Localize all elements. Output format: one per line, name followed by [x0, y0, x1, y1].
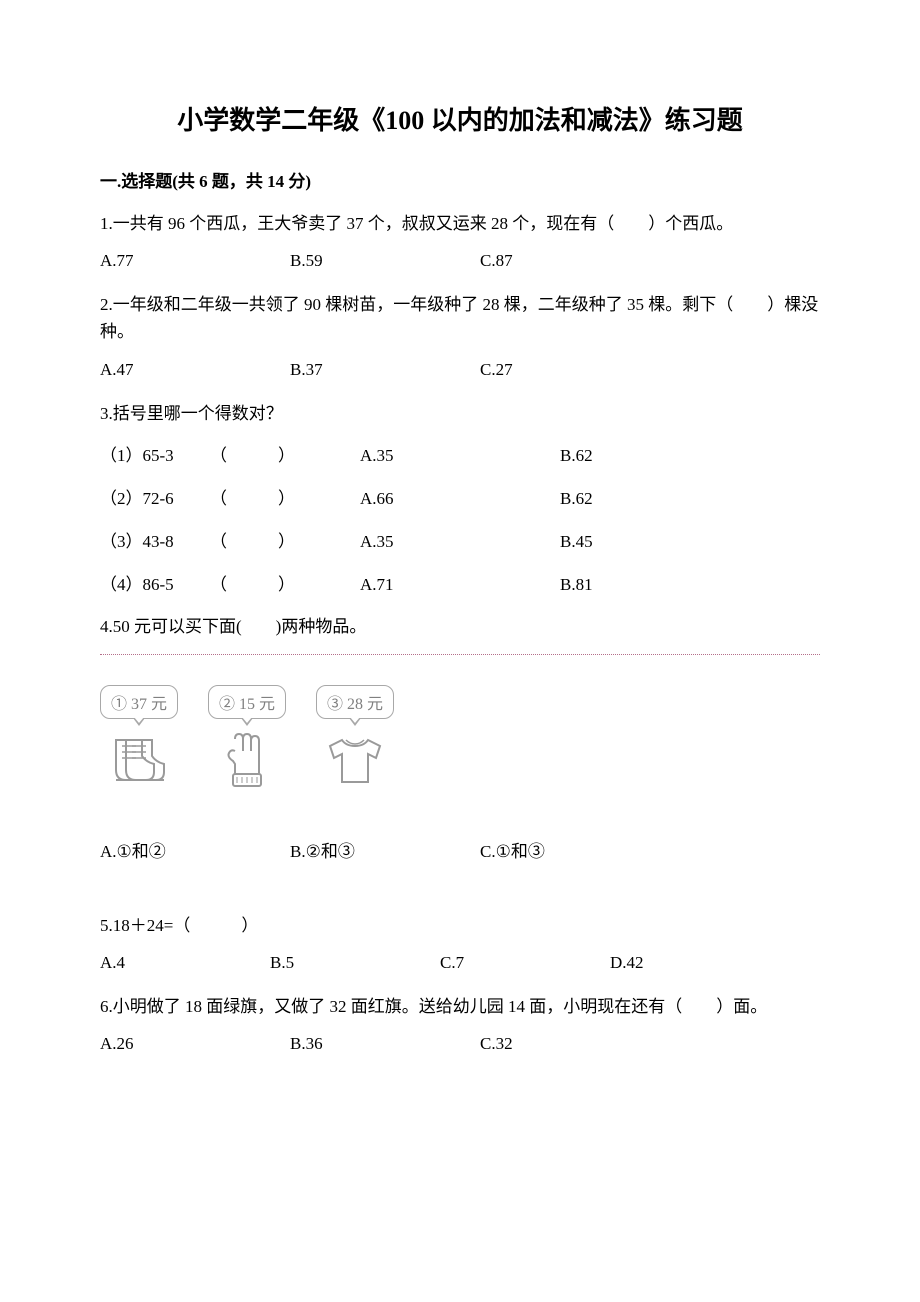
q3-1-label: （1）65-3 [100, 441, 210, 466]
q3-1-a: A.35 [360, 446, 560, 466]
q3-4-a: A.71 [360, 575, 560, 595]
worksheet-page: 小学数学二年级《100 以内的加法和减法》练习题 一.选择题(共 6 题，共 1… [0, 0, 920, 1134]
q3-3-paren: （ ） [210, 527, 360, 552]
q6-option-a: A.26 [100, 1034, 290, 1054]
q4-items: ① 37 元 ② 15 元 [100, 685, 820, 797]
tshirt-icon [320, 727, 390, 797]
q4-item-2: ② 15 元 [208, 685, 286, 797]
q1-option-a: A.77 [100, 251, 290, 271]
q2-option-b: B.37 [290, 360, 480, 380]
question-3: 3.括号里哪一个得数对？ [100, 400, 820, 427]
q3-1-paren: （ ） [210, 441, 360, 466]
question-6-options: A.26 B.36 C.32 [100, 1034, 820, 1054]
q1-option-b: B.59 [290, 251, 480, 271]
q3-4-b: B.81 [560, 575, 680, 595]
question-6: 6.小明做了 18 面绿旗，又做了 32 面红旗。送给幼儿园 14 面，小明现在… [100, 993, 820, 1020]
q2-option-a: A.47 [100, 360, 290, 380]
q4-item-3-price: ③ 28 元 [316, 685, 394, 719]
q3-2-b: B.62 [560, 489, 680, 509]
q4-option-a: A.①和② [100, 837, 290, 862]
q3-3-a: A.35 [360, 532, 560, 552]
q4-option-c: C.①和③ [480, 837, 670, 862]
q4-option-b: B.②和③ [290, 837, 480, 862]
q3-4-paren: （ ） [210, 570, 360, 595]
q3-1-b: B.62 [560, 446, 680, 466]
q3-2-label: （2）72-6 [100, 484, 210, 509]
q4-item-1: ① 37 元 [100, 685, 178, 797]
q3-row-1: （1）65-3 （ ） A.35 B.62 [100, 441, 820, 466]
question-5-options: A.4 B.5 C.7 D.42 [100, 953, 820, 973]
q5-option-c: C.7 [440, 953, 610, 973]
q3-2-paren: （ ） [210, 484, 360, 509]
q5-option-a: A.4 [100, 953, 270, 973]
question-2-options: A.47 B.37 C.27 [100, 360, 820, 380]
gloves-icon [212, 727, 282, 797]
q6-option-c: C.32 [480, 1034, 670, 1054]
q2-option-c: C.27 [480, 360, 670, 380]
page-title: 小学数学二年级《100 以内的加法和减法》练习题 [100, 100, 820, 137]
q3-row-2: （2）72-6 （ ） A.66 B.62 [100, 484, 820, 509]
q3-3-b: B.45 [560, 532, 680, 552]
question-2: 2.一年级和二年级一共领了 90 棵树苗，一年级种了 28 棵，二年级种了 35… [100, 291, 820, 345]
q3-row-4: （4）86-5 （ ） A.71 B.81 [100, 570, 820, 595]
q4-item-2-price: ② 15 元 [208, 685, 286, 719]
q1-option-c: C.87 [480, 251, 670, 271]
boots-icon [104, 727, 174, 797]
section-header: 一.选择题(共 6 题，共 14 分) [100, 167, 820, 192]
q4-item-3: ③ 28 元 [316, 685, 394, 797]
question-4: 4.50 元可以买下面( )两种物品。 [100, 613, 820, 640]
question-5: 5.18＋24=（ ） [100, 912, 820, 939]
q3-3-label: （3）43-8 [100, 527, 210, 552]
q5-option-b: B.5 [270, 953, 440, 973]
q3-4-label: （4）86-5 [100, 570, 210, 595]
q3-2-a: A.66 [360, 489, 560, 509]
dotted-divider [100, 654, 820, 655]
q6-option-b: B.36 [290, 1034, 480, 1054]
q5-option-d: D.42 [610, 953, 730, 973]
question-1: 1.一共有 96 个西瓜，王大爷卖了 37 个，叔叔又运来 28 个，现在有（ … [100, 210, 820, 237]
question-1-options: A.77 B.59 C.87 [100, 251, 820, 271]
q3-row-3: （3）43-8 （ ） A.35 B.45 [100, 527, 820, 552]
question-4-options: A.①和② B.②和③ C.①和③ [100, 837, 820, 862]
q4-item-1-price: ① 37 元 [100, 685, 178, 719]
